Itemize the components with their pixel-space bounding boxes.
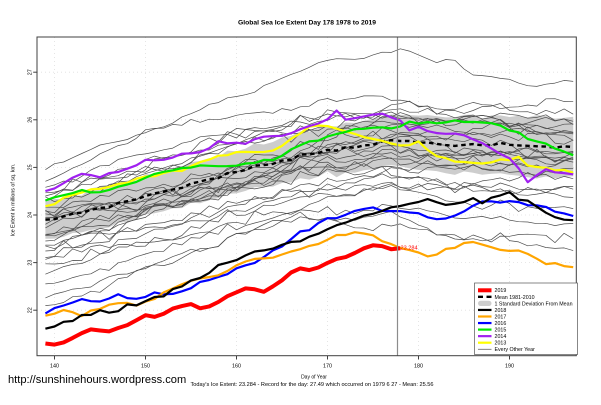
svg-text:1 Standard Deviation From Mean: 1 Standard Deviation From Mean (495, 301, 573, 307)
svg-text:25: 25 (28, 164, 34, 170)
svg-text:Day of Year: Day of Year (301, 375, 327, 381)
svg-text:2017: 2017 (495, 314, 507, 320)
svg-text:Mean 1981-2010: Mean 1981-2010 (495, 295, 535, 301)
svg-text:Today's Ice Extent: 23.284 -: Today's Ice Extent: 23.284 - Record for … (191, 382, 434, 388)
svg-text:180: 180 (414, 363, 423, 369)
svg-text:23.284: 23.284 (401, 246, 418, 252)
svg-text:26: 26 (28, 117, 34, 123)
svg-text:2013: 2013 (495, 341, 507, 347)
svg-text:http://sunshinehours.wordpress: http://sunshinehours.wordpress.com (8, 374, 186, 386)
svg-text:2016: 2016 (495, 321, 507, 327)
svg-text:24: 24 (28, 212, 34, 218)
svg-text:2015: 2015 (495, 328, 507, 334)
svg-text:Global Sea Ice Extent Day 178: Global Sea Ice Extent Day 178 1978 to 20… (238, 20, 376, 27)
svg-text:2014: 2014 (495, 334, 507, 340)
svg-text:Ice Extent in millions of sq.: Ice Extent in millions of sq. km. (11, 164, 17, 237)
svg-text:23: 23 (28, 260, 34, 266)
svg-text:27: 27 (28, 69, 34, 75)
svg-text:2019: 2019 (495, 288, 507, 294)
svg-text:140: 140 (50, 363, 59, 369)
svg-text:160: 160 (232, 363, 241, 369)
svg-text:2018: 2018 (495, 308, 507, 314)
svg-text:150: 150 (141, 363, 150, 369)
svg-text:190: 190 (505, 363, 514, 369)
svg-text:170: 170 (323, 363, 332, 369)
svg-text:Every Other Year: Every Other Year (495, 347, 536, 353)
svg-text:22: 22 (28, 307, 34, 313)
